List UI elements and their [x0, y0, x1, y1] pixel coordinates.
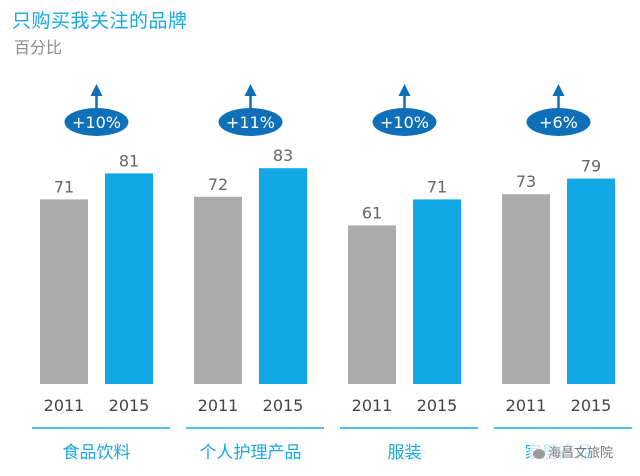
change-badge	[218, 108, 283, 136]
year-tick-label: 2011	[506, 396, 547, 415]
bar-2011-3	[502, 194, 550, 384]
watermark-text: 海昌文旅院	[548, 446, 614, 461]
value-label: 71	[427, 177, 447, 196]
category-label: 食品饮料	[63, 443, 131, 463]
year-tick-label: 2011	[44, 396, 85, 415]
bar-2011-1	[194, 196, 242, 384]
chart-title: 只购买我关注的品牌	[12, 10, 188, 32]
value-label: 83	[273, 146, 293, 165]
change-badge-label: +10%	[380, 113, 429, 132]
value-label: 72	[208, 175, 228, 194]
year-tick-label: 2015	[571, 396, 612, 415]
bar-2015-3	[567, 178, 615, 384]
bar-2015-1	[259, 168, 307, 384]
value-label: 61	[362, 203, 382, 222]
year-tick-label: 2011	[198, 396, 239, 415]
change-arrow-head	[398, 84, 411, 96]
bar-2015-0	[105, 173, 153, 384]
watermark: 海昌文旅院	[530, 441, 617, 462]
value-label: 71	[54, 177, 74, 196]
bar-2011-0	[40, 199, 88, 384]
year-tick-label: 2015	[109, 396, 150, 415]
change-badge-label: +10%	[72, 113, 121, 132]
change-badge-label: +11%	[226, 113, 275, 132]
value-label: 79	[581, 157, 601, 176]
bar-2011-2	[348, 225, 396, 384]
year-tick-label: 2015	[263, 396, 304, 415]
value-label: 81	[119, 151, 139, 170]
category-label: 服装	[388, 443, 422, 463]
change-arrow-head	[244, 84, 257, 96]
change-badge	[526, 108, 591, 136]
chart-subtitle: 百分比	[14, 38, 63, 57]
year-tick-label: 2011	[352, 396, 393, 415]
change-badge	[372, 108, 437, 136]
change-badge-label: +6%	[539, 113, 578, 132]
value-label: 73	[516, 172, 536, 191]
change-arrow-head	[90, 84, 103, 96]
category-label: 个人护理产品	[200, 443, 302, 463]
change-badge	[64, 108, 129, 136]
wechat-icon	[533, 448, 545, 459]
year-tick-label: 2015	[417, 396, 458, 415]
change-arrow-head	[552, 84, 565, 96]
bar-2015-2	[413, 199, 461, 384]
